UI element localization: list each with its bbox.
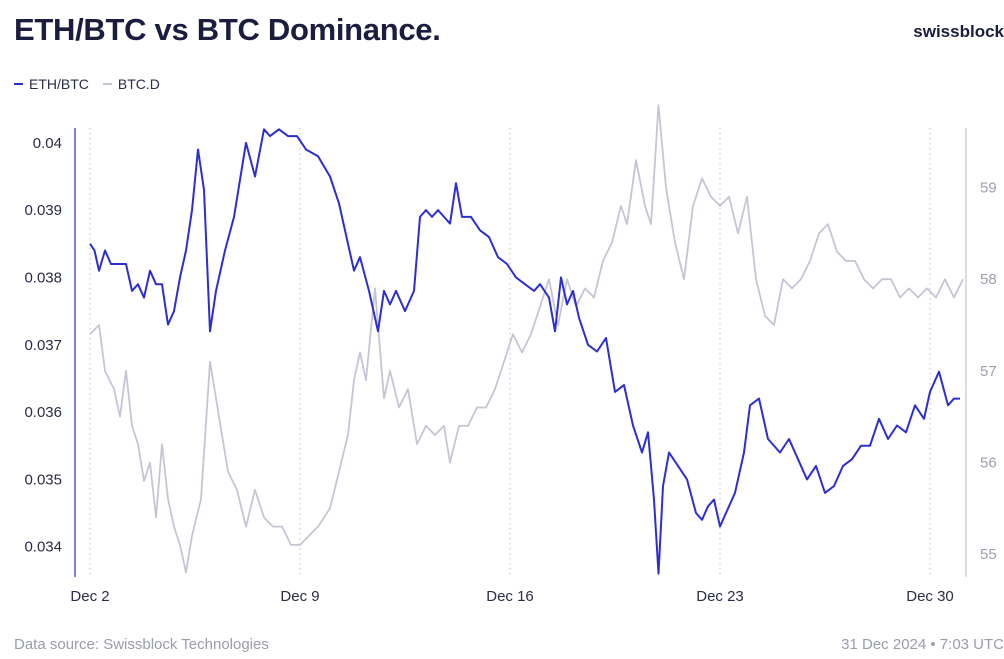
y-left-tick-label: 0.039 — [24, 202, 62, 219]
y-right-tick-label: 59 — [980, 180, 997, 197]
chart-legend: ETH/BTC BTC.D — [14, 76, 160, 92]
series-line-btc-d — [89, 104, 964, 574]
x-tick-label: Dec 9 — [280, 588, 319, 605]
x-tick-label: Dec 23 — [696, 588, 744, 605]
y-right-tick-label: 57 — [980, 363, 997, 380]
legend-item-eth-btc[interactable]: ETH/BTC — [14, 76, 89, 92]
y-right-tick-label: 58 — [980, 271, 997, 288]
timestamp-text: 31 Dec 2024 • 7:03 UTC — [841, 636, 1004, 653]
legend-label-eth-btc: ETH/BTC — [29, 76, 89, 92]
x-tick-label: Dec 2 — [70, 588, 109, 605]
legend-label-btc-d: BTC.D — [117, 76, 160, 92]
legend-swatch-btc-d — [102, 83, 112, 85]
y-right-tick-label: 55 — [980, 546, 997, 563]
y-left-tick-label: 0.036 — [24, 404, 62, 421]
legend-item-btc-d[interactable]: BTC.D — [102, 76, 160, 92]
y-left-tick-label: 0.037 — [24, 337, 62, 354]
x-tick-label: Dec 30 — [906, 588, 954, 605]
y-left-tick-label: 0.034 — [24, 539, 62, 556]
y-left-tick-label: 0.038 — [24, 269, 62, 286]
legend-swatch-eth-btc — [14, 83, 23, 85]
y-right-tick-label: 56 — [980, 454, 997, 471]
brand-logo: swissblock — [913, 22, 1004, 41]
chart-title: ETH/BTC vs BTC Dominance. — [14, 12, 441, 47]
y-left-tick-label: 0.035 — [24, 471, 62, 488]
data-source-text: Data source: Swissblock Technologies — [14, 636, 269, 653]
x-tick-label: Dec 16 — [486, 588, 534, 605]
series-line-eth-btc — [89, 128, 960, 575]
y-left-tick-label: 0.04 — [33, 135, 62, 152]
